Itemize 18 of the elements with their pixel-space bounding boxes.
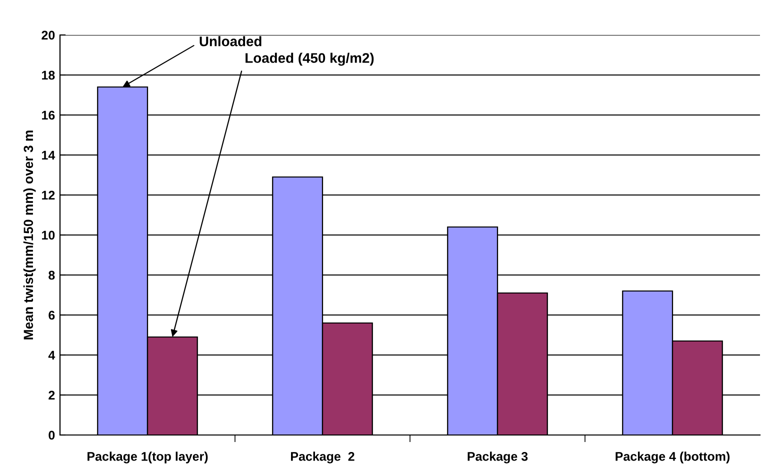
text: Loaded (450 kg/m2) [246,52,374,66]
y-tick-label: 0 [48,430,55,440]
y-tick-label: 20 [42,30,55,40]
y-tick-label: 2 [48,390,55,400]
text: Unloaded [200,36,262,46]
y-tick-label: 18 [42,70,55,80]
x-tick-label: Package 3 [468,452,528,464]
y-axis-title: Mean twist(mm/150 mm) over 3 m [23,130,36,340]
y-tick-label: 12 [42,190,55,200]
y-tick-label: 4 [48,350,56,360]
x-tick-label: Package 1(top layer) [88,452,208,464]
y-tick-label: 14 [42,150,56,160]
y-tick-label: 10 [42,230,55,240]
y-tick-label: 16 [42,110,55,120]
y-tick-label: 6 [48,310,55,320]
x-tick-label: Package 4 (bottom) [616,452,730,464]
y-tick-label: 8 [48,270,55,280]
x-tick-label: Package 2 [291,452,354,464]
